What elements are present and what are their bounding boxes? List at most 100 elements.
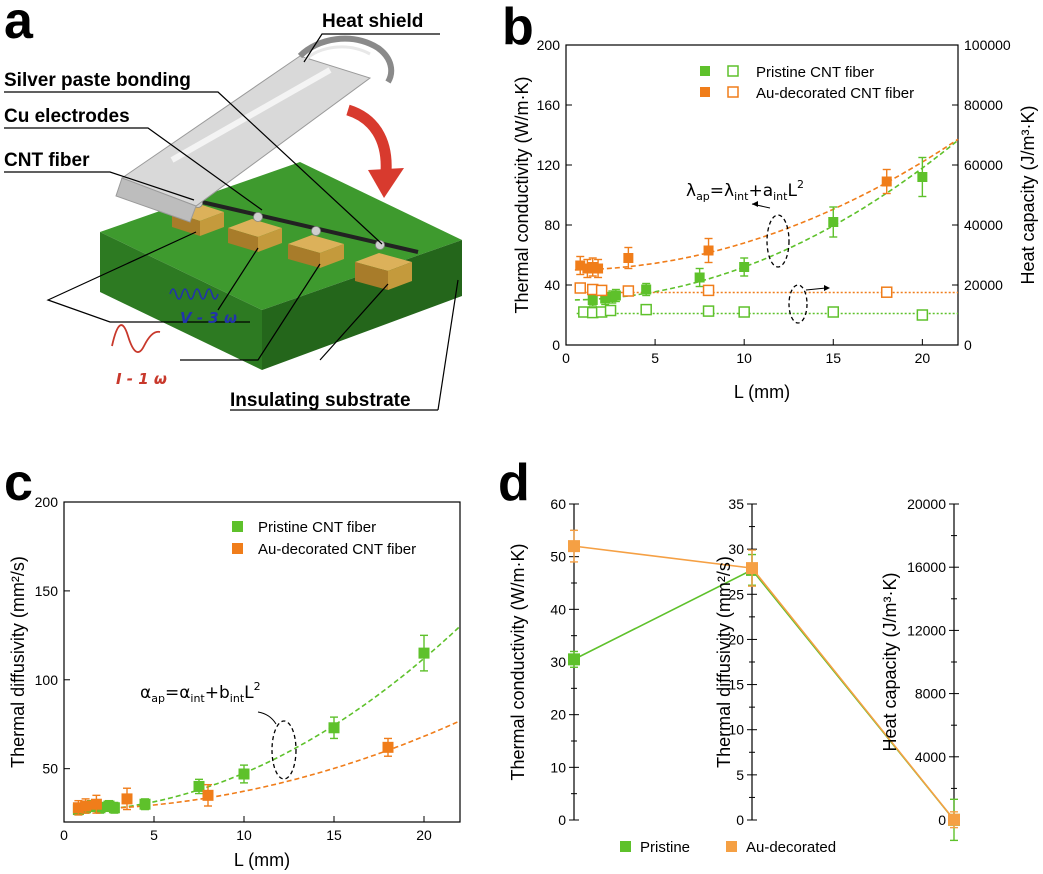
data-point: [739, 262, 750, 272]
plot-frame: [63, 501, 461, 823]
panel-a-letter: a: [4, 0, 34, 50]
data-point: [702, 284, 715, 297]
series-group-ellipse: [766, 214, 790, 268]
arrow-head: [824, 285, 830, 291]
callout-cu-electrodes: Cu electrodes: [4, 106, 130, 127]
y-tick-label: 0: [736, 812, 744, 828]
y-tick-label: 10: [728, 722, 744, 738]
legend-marker: [700, 66, 710, 76]
y-axis-label: Thermal conductivity (W/m·K): [512, 76, 532, 313]
equation-annotation: αap=αint+bintL2: [140, 680, 261, 705]
panel-d-chart: d 0 10 20 30 40 50 60 0 5 10 15 20 25 30 35 0 4000 8000 12…: [498, 454, 960, 856]
data-point: [916, 309, 929, 321]
y-tick-label: 0: [552, 337, 560, 353]
legend: Pristine CNT fiber Au-decorated CNT fibe…: [232, 519, 416, 558]
y-tick-label: 4000: [915, 749, 946, 765]
y-tick-label: 50: [550, 549, 566, 565]
legend-label: Pristine CNT fiber: [756, 64, 874, 81]
y-axis-label-conductivity: Thermal conductivity (W/m·K): [508, 543, 528, 780]
y-tick-label: 100: [35, 672, 59, 688]
y-axis-label: Thermal diffusivity (mm²/s): [8, 556, 28, 768]
x-tick-label: 5: [150, 827, 158, 843]
y-right-tick-label: 0: [964, 337, 972, 353]
legend: Pristine Au-decorated: [620, 839, 836, 856]
y-tick-label: 20000: [907, 496, 946, 512]
data-point: [703, 245, 714, 256]
y-tick-label: 200: [35, 494, 59, 510]
callout-leaders: [4, 33, 459, 411]
x-tick-label: 0: [562, 350, 570, 366]
data-point: [139, 798, 151, 810]
legend-label: Pristine: [640, 839, 690, 856]
panel-b-letter: b: [502, 0, 534, 56]
y-tick-label: 35: [728, 496, 744, 512]
y-tick-label: 15: [728, 677, 744, 693]
voltage-label: V - 3 ω: [180, 309, 237, 327]
y-tick-label: 30: [728, 541, 744, 557]
data-point: [880, 286, 893, 298]
y-tick-label: 0: [558, 812, 566, 828]
data-point: [202, 789, 214, 801]
y-tick-label: 80: [544, 217, 560, 233]
x-tick-label: 20: [416, 827, 432, 843]
legend-label: Au-decorated: [746, 839, 836, 856]
sine-wave-icon: [111, 324, 161, 353]
y-tick-label: 50: [42, 761, 58, 777]
series-group-ellipse: [788, 284, 808, 324]
y-tick-label: 5: [736, 767, 744, 783]
callout-silver-paste: Silver paste bonding: [4, 70, 191, 91]
data-point: [600, 293, 611, 304]
x-tick-label: 15: [326, 827, 342, 843]
data-point: [641, 284, 652, 295]
y-tick-label: 8000: [915, 686, 946, 702]
legend-marker: [232, 543, 243, 554]
data-point: [610, 290, 621, 301]
y-tick-label: 40: [544, 277, 560, 293]
fit-curve: [72, 625, 461, 812]
y-tick-label: 120: [537, 157, 561, 173]
data-point: [622, 285, 635, 297]
data-point: [121, 793, 133, 805]
series-group-ellipse: [271, 720, 297, 780]
x-tick-label: 10: [236, 827, 252, 843]
y-axis-label-right: Heat capacity (J/m³·K): [1018, 105, 1038, 284]
annotation-pointer: [257, 711, 277, 725]
y-right-tick-label: 100000: [964, 37, 1011, 53]
current-label: I - 1 ω: [116, 370, 167, 388]
data-point: [90, 798, 102, 810]
legend-label: Pristine CNT fiber: [258, 519, 376, 536]
data-point: [72, 802, 84, 814]
data-point: [595, 284, 608, 297]
y-tick-label: 150: [35, 583, 59, 599]
data-point: [193, 780, 205, 792]
data-point: [881, 176, 892, 187]
arrow-head: [752, 201, 758, 207]
legend-marker: [727, 86, 739, 98]
panel-b-chart: b 0 5 10 15 20040801201602000200004000060000…: [502, 0, 1038, 402]
callout-heat-shield: Heat shield: [322, 11, 423, 32]
legend-label: Au-decorated CNT fiber: [258, 541, 416, 558]
data-point: [328, 722, 340, 734]
y-tick-label: 60: [550, 496, 566, 512]
data-point: [568, 540, 580, 553]
fit-curve: [574, 138, 959, 271]
panel-a-schematic: a: [4, 0, 462, 411]
plot-frame: [565, 44, 959, 346]
data-point: [575, 260, 586, 271]
x-axis-label: L (mm): [234, 850, 290, 870]
sine-wave-icon: [169, 288, 219, 300]
fit-curve: [73, 720, 461, 811]
panel-c-letter: c: [4, 454, 33, 512]
panel-c-chart: c 0 5 10 15 20 50 100 150 200 L (mm) Thermal dif…: [4, 454, 461, 870]
data-point: [80, 800, 92, 812]
data-point: [108, 802, 120, 814]
data-point: [917, 172, 928, 182]
y-right-tick-label: 20000: [964, 277, 1003, 293]
legend: Pristine CNT fiber Au-decorated CNT fibe…: [700, 64, 914, 102]
data-point: [587, 295, 598, 305]
circuit-wires: [46, 231, 389, 361]
heat-shield-icon: [115, 35, 395, 223]
legend-label: Au-decorated CNT fiber: [756, 85, 914, 102]
data-point: [568, 653, 580, 666]
